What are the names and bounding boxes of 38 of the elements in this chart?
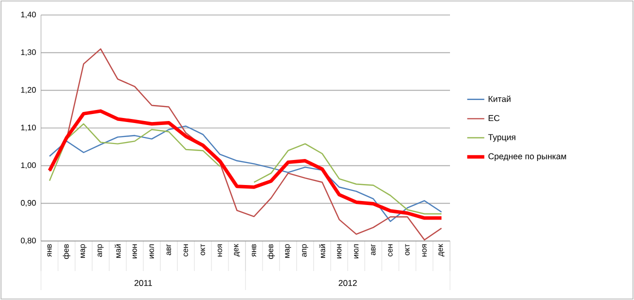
x-tick-label: май bbox=[319, 244, 326, 258]
x-tick-label: апр bbox=[98, 244, 104, 257]
x-tick-label: авг bbox=[166, 244, 172, 256]
x-tick-label: ноя bbox=[218, 244, 222, 257]
x-tick-label: фев bbox=[62, 244, 70, 259]
legend-label: ЕС bbox=[488, 115, 500, 122]
line-series bbox=[48, 109, 444, 220]
x-tick-label: окт bbox=[405, 244, 410, 256]
legend-label: Китай bbox=[488, 96, 510, 102]
x-tick-label: май bbox=[114, 244, 121, 258]
x-tick-label: апр bbox=[302, 244, 308, 257]
x-tick-label: окт bbox=[200, 244, 206, 256]
legend-label: Турция bbox=[488, 134, 516, 142]
x-tick-label: июн bbox=[337, 244, 342, 258]
y-tick-label: 1,00 bbox=[21, 162, 36, 169]
x-tick-label: дек bbox=[438, 244, 444, 256]
x-tick-label: июл bbox=[150, 244, 154, 258]
x-tick-label: мар bbox=[285, 244, 292, 258]
x-tick-label: сен bbox=[184, 244, 188, 256]
x-tick-label: фев bbox=[267, 244, 275, 259]
y-tick-label: 0,90 bbox=[20, 200, 36, 207]
text: 2012 bbox=[338, 280, 357, 286]
y-tick-label: 1,30 bbox=[21, 49, 36, 56]
x-tick-label: ноя bbox=[422, 244, 427, 257]
y-tick-label: 1,10 bbox=[21, 124, 36, 132]
y-tick-label: 1,20 bbox=[21, 87, 36, 94]
y-tick-label: 1,40 bbox=[21, 12, 36, 18]
x-tick-label: июн bbox=[132, 244, 137, 258]
x-tick-label: дек bbox=[234, 244, 240, 256]
x-tick-label: мар bbox=[80, 244, 87, 258]
legend-label: Среднее по рынкам bbox=[488, 153, 566, 161]
x-tick-label: июл bbox=[354, 244, 358, 258]
y-tick-label: 0,80 bbox=[20, 238, 36, 244]
x-tick-label: янв bbox=[252, 244, 256, 257]
x-tick-label: сен bbox=[388, 244, 393, 256]
text: 2011 bbox=[134, 280, 152, 286]
x-tick-label: авг bbox=[371, 244, 376, 256]
x-tick-label: янв bbox=[47, 244, 52, 257]
